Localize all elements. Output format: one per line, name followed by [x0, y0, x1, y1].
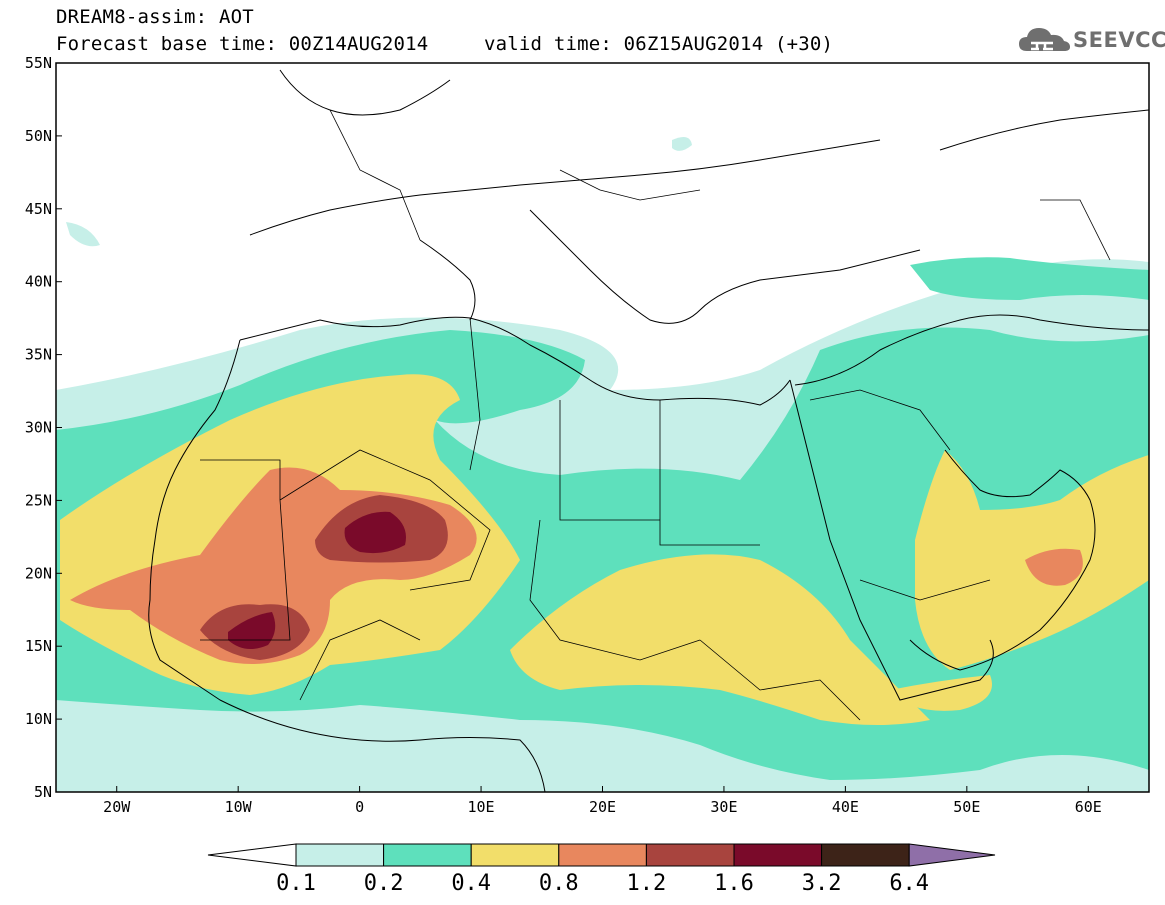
colorbar-label: 0.8 — [539, 871, 579, 896]
lon-tick-label: 10E — [468, 798, 495, 816]
lon-tick-label: 20W — [103, 798, 131, 816]
colorbar-swatch — [383, 843, 472, 867]
colorbar-swatch — [470, 843, 560, 867]
lat-tick-label: 20N — [25, 564, 52, 582]
colorbar-label: 0.2 — [364, 871, 404, 896]
lon-tick-label: 30E — [710, 798, 737, 816]
lon-tick-label: 50E — [953, 798, 980, 816]
colorbar-swatch — [558, 843, 647, 867]
colorbar-label: 1.6 — [714, 871, 754, 896]
lon-tick-label: 0 — [355, 798, 364, 816]
coastlines — [148, 69, 1149, 792]
lon-tick-label: 10W — [225, 798, 253, 816]
colorbar: 0.1 0.2 0.4 0.8 1.2 1.6 3.2 6.4 — [207, 843, 996, 896]
cloud-icon — [1019, 28, 1070, 51]
longitude-axis: 20W 10W 0 10E 20E 30E 40E 50E 60E — [103, 786, 1102, 816]
map-title: DREAM8-assim: AOT — [56, 6, 254, 28]
lat-tick-label: 25N — [25, 491, 52, 509]
colorbar-swatch — [645, 843, 735, 867]
colorbar-label: 0.1 — [276, 871, 316, 896]
lat-tick-label: 45N — [25, 200, 52, 218]
aot-field — [56, 63, 1149, 792]
borders — [200, 109, 1111, 721]
colorbar-over-arrow — [908, 843, 996, 867]
lat-tick-label: 5N — [34, 783, 52, 801]
seevccc-logo: SEEVCCC — [1017, 23, 1165, 57]
colorbar-swatch — [733, 843, 823, 867]
forecast-times: Forecast base time: 00Z14AUG2014 valid ti… — [56, 33, 833, 55]
colorbar-label: 3.2 — [802, 871, 842, 896]
lat-tick-label: 55N — [25, 54, 52, 72]
colorbar-label: 0.4 — [451, 871, 491, 896]
lat-tick-label: 40N — [25, 273, 52, 291]
lat-tick-label: 35N — [25, 346, 52, 364]
lat-tick-label: 50N — [25, 127, 52, 145]
lon-tick-label: 60E — [1075, 798, 1102, 816]
lon-tick-label: 20E — [589, 798, 616, 816]
lat-tick-label: 30N — [25, 419, 52, 437]
colorbar-label: 6.4 — [889, 871, 929, 896]
lat-tick-label: 10N — [25, 710, 52, 728]
colorbar-swatch — [821, 843, 910, 867]
base-time-label: Forecast base time: 00Z14AUG2014 — [56, 33, 429, 55]
valid-time-label: valid time: 06Z15AUG2014 (+30) — [484, 33, 834, 55]
lon-tick-label: 40E — [832, 798, 859, 816]
colorbar-under-arrow — [207, 843, 297, 867]
colorbar-swatch — [295, 843, 385, 867]
logo-text: SEEVCCC — [1073, 28, 1165, 52]
lat-tick-label: 15N — [25, 637, 52, 655]
latitude-axis: 55N 50N 45N 40N 35N 30N 25N 20N 15N 10N 5N — [25, 54, 62, 801]
colorbar-label: 1.2 — [627, 871, 667, 896]
